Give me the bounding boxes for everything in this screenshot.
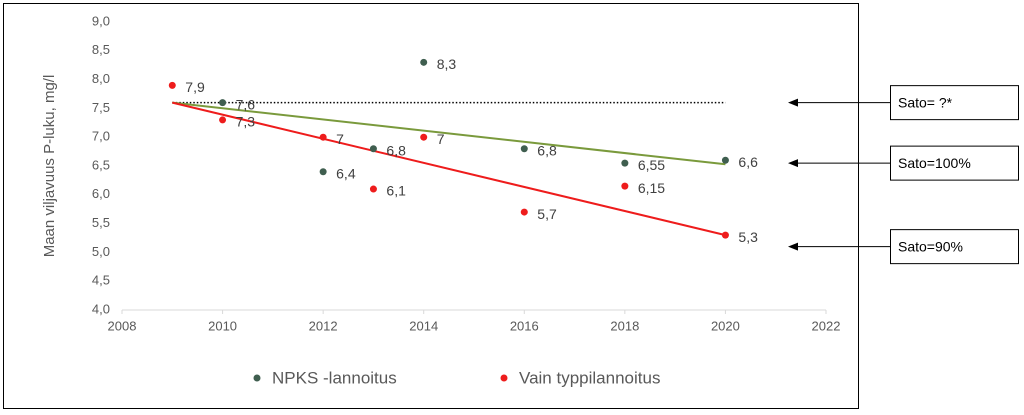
- y-tick-label: 4,0: [92, 301, 110, 316]
- data-label: 6,15: [638, 180, 665, 196]
- x-tick-label: 2008: [108, 318, 137, 333]
- data-point: [369, 185, 377, 193]
- legend-label: NPKS -lannoitus: [272, 368, 397, 387]
- legend-marker: [500, 374, 508, 382]
- y-tick-label: 7,0: [92, 129, 110, 144]
- data-point: [219, 99, 227, 107]
- trendline: [172, 101, 726, 166]
- data-label: 8,3: [437, 56, 457, 72]
- annotation-text: Sato= ?*: [898, 94, 953, 110]
- y-tick-label: 6,5: [92, 157, 110, 172]
- arrow-head: [788, 98, 798, 107]
- y-tick-label: 5,5: [92, 215, 110, 230]
- y-tick-label: 5,0: [92, 244, 110, 259]
- annotation-box: [890, 85, 1019, 121]
- x-tick-label: 2020: [711, 318, 740, 333]
- data-point: [621, 159, 629, 167]
- data-label: 6,6: [738, 154, 758, 170]
- y-tick-label: 8,0: [92, 71, 110, 86]
- data-label: 5,3: [738, 229, 758, 245]
- x-tick-label: 2010: [208, 318, 237, 333]
- x-tick-label: 2022: [812, 318, 841, 333]
- data-point: [319, 168, 327, 176]
- data-point: [621, 182, 629, 190]
- data-label: 6,1: [386, 183, 406, 199]
- data-label: 5,7: [537, 206, 557, 222]
- y-tick-label: 6,0: [92, 186, 110, 201]
- data-label: 6,4: [336, 165, 356, 181]
- data-point: [369, 145, 377, 153]
- data-point: [420, 133, 428, 141]
- data-label: 6,55: [638, 157, 665, 173]
- arrow-head: [788, 159, 798, 168]
- data-point: [721, 231, 729, 239]
- legend-label: Vain typpilannoitus: [519, 368, 660, 387]
- data-label: 6,8: [537, 142, 557, 158]
- annotation-box: [890, 145, 1019, 181]
- annotation-text: Sato=90%: [898, 238, 963, 254]
- y-tick-label: 7,5: [92, 100, 110, 115]
- x-tick-label: 2014: [409, 318, 438, 333]
- data-label: 7,3: [236, 114, 256, 130]
- data-point: [520, 208, 528, 216]
- data-point: [520, 145, 528, 153]
- arrow-head: [788, 242, 798, 251]
- data-label: 6,8: [386, 142, 406, 158]
- data-point: [319, 133, 327, 141]
- data-point: [721, 156, 729, 164]
- data-point: [168, 81, 176, 89]
- data-label: 7,9: [185, 79, 205, 95]
- legend-marker: [253, 374, 261, 382]
- data-label: 7: [336, 131, 344, 147]
- annotation-box: [890, 229, 1019, 265]
- x-tick-label: 2012: [309, 318, 338, 333]
- x-tick-label: 2016: [510, 318, 539, 333]
- data-point: [219, 116, 227, 124]
- y-axis-label: Maan viljavuus P-luku, mg/l: [41, 75, 58, 258]
- y-tick-label: 4,5: [92, 273, 110, 288]
- y-tick-label: 9,0: [92, 13, 110, 28]
- y-tick-label: 8,5: [92, 42, 110, 57]
- data-point: [420, 58, 428, 66]
- x-tick-label: 2018: [610, 318, 639, 333]
- chart-frame: [3, 3, 859, 409]
- data-label: 7: [437, 131, 445, 147]
- annotation-text: Sato=100%: [898, 155, 971, 171]
- data-label: 7,6: [236, 96, 256, 112]
- trendline: [172, 101, 726, 237]
